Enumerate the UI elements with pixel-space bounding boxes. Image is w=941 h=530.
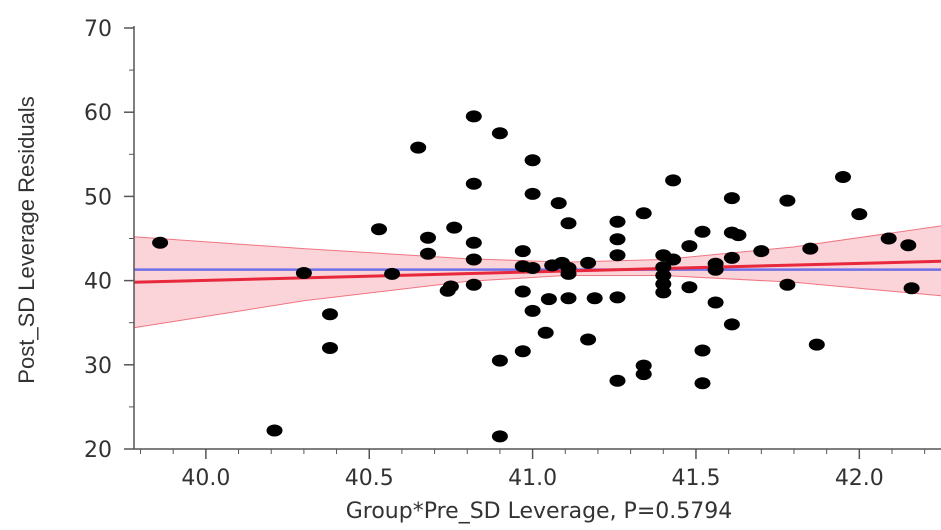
data-point: [779, 278, 796, 291]
x-tick-label: 42.0: [835, 466, 884, 491]
data-point: [903, 282, 920, 295]
data-point: [900, 239, 917, 252]
data-point: [420, 231, 436, 244]
data-point: [537, 326, 554, 339]
x-tick-label: 40.5: [345, 466, 394, 491]
data-point: [730, 229, 747, 242]
data-point: [560, 217, 577, 230]
data-point: [446, 221, 463, 234]
data-point: [694, 225, 711, 238]
data-point: [609, 291, 626, 304]
x-axis-title: Group*Pre_SD Leverage, P=0.5794: [346, 499, 733, 524]
data-point: [540, 293, 557, 306]
y-tick-label: 40: [84, 270, 112, 295]
data-point: [524, 262, 541, 274]
data-point: [560, 267, 577, 280]
data-point: [707, 296, 724, 309]
axes-layer: [124, 26, 941, 459]
x-tick-label: 41.0: [508, 466, 557, 491]
data-point: [851, 208, 868, 221]
x-tick-label: 41.5: [671, 466, 720, 491]
data-point: [465, 278, 482, 291]
data-point: [681, 240, 698, 253]
data-point: [655, 269, 672, 282]
data-point: [665, 174, 682, 187]
data-points-layer: [152, 110, 920, 443]
data-point: [723, 318, 740, 331]
data-point: [465, 253, 482, 266]
data-point: [524, 154, 541, 167]
data-point: [491, 430, 508, 443]
data-point: [410, 141, 427, 154]
data-point: [753, 245, 770, 258]
data-point: [723, 251, 740, 264]
data-point: [384, 267, 401, 280]
data-point: [586, 292, 603, 305]
data-point: [322, 308, 338, 321]
y-tick-label: 60: [84, 101, 112, 126]
y-tick-label: 20: [84, 438, 112, 463]
data-point: [635, 368, 652, 381]
data-point: [707, 263, 724, 276]
data-point: [808, 338, 825, 351]
data-point: [609, 215, 626, 228]
data-point: [550, 197, 567, 210]
data-point: [694, 344, 711, 357]
data-point: [491, 354, 508, 367]
data-point: [152, 236, 169, 249]
y-axis-title: Post_SD Leverage Residuals: [14, 96, 39, 383]
y-tick-label: 70: [84, 17, 112, 42]
data-point: [580, 333, 597, 346]
data-point: [880, 232, 897, 245]
data-point: [491, 127, 508, 140]
x-tick-label: 40.0: [181, 466, 230, 491]
tick-labels-layer: 20 30 40 50 60 70 40.0 40.5 41.0 41.5 42.0: [84, 17, 884, 491]
data-point: [524, 187, 541, 200]
data-point: [465, 110, 482, 123]
data-point: [665, 253, 682, 266]
data-point: [681, 281, 698, 294]
data-point: [655, 261, 672, 274]
data-point: [371, 223, 387, 236]
data-point: [266, 424, 283, 437]
data-point: [655, 286, 672, 299]
data-point: [514, 285, 531, 298]
data-point: [524, 304, 541, 317]
data-point: [442, 280, 459, 293]
data-point: [514, 345, 531, 358]
data-point: [802, 242, 819, 255]
data-point: [694, 377, 711, 390]
data-point: [779, 194, 796, 207]
data-point: [635, 207, 652, 220]
data-point: [609, 233, 626, 246]
data-point: [835, 171, 851, 183]
data-point: [635, 359, 652, 372]
data-point: [514, 245, 531, 258]
data-point: [580, 256, 597, 269]
data-point: [609, 249, 626, 262]
data-point: [723, 192, 740, 205]
data-point: [560, 292, 577, 305]
y-tick-label: 30: [84, 354, 112, 379]
data-point: [322, 342, 338, 354]
data-point: [465, 177, 482, 190]
data-point: [655, 278, 672, 290]
data-point: [465, 236, 482, 249]
data-point: [609, 374, 626, 387]
data-point: [420, 247, 436, 260]
y-tick-label: 50: [84, 185, 112, 210]
data-point: [295, 267, 312, 279]
